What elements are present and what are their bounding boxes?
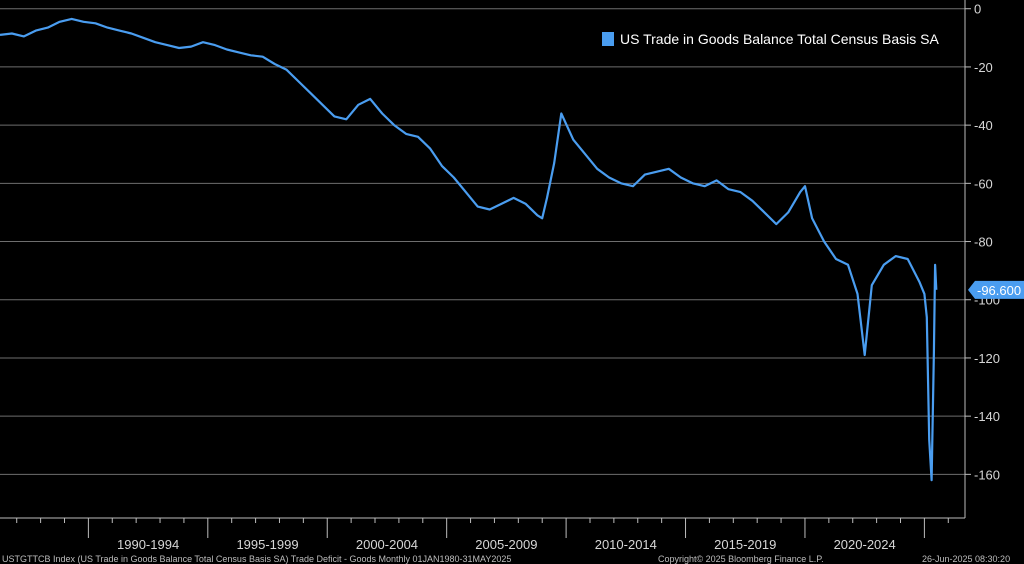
x-period-label: 2005-2009 — [475, 537, 537, 552]
y-tick-label: -140 — [974, 409, 1000, 424]
gridlines — [0, 8, 965, 475]
footer-timestamp: 26-Jun-2025 08:30:20 — [922, 554, 1010, 564]
x-period-label: 1995-1999 — [236, 537, 298, 552]
last-value-label: -96.600 — [968, 280, 1024, 299]
y-tick-label: -40 — [974, 118, 993, 133]
y-tick-label: -80 — [974, 235, 993, 250]
x-period-label: 2000-2004 — [356, 537, 418, 552]
x-axis: 1990-1994 1995-1999 2000-2004 2005-2009 2010… — [0, 517, 965, 552]
x-period-label: 2010-2014 — [595, 537, 657, 552]
x-period-label: 1990-1994 — [117, 537, 179, 552]
x-period-label: 2020-2024 — [834, 537, 896, 552]
legend-swatch — [602, 32, 614, 46]
y-tick-label: -60 — [974, 176, 993, 191]
y-tick-label: -20 — [974, 60, 993, 75]
last-value-label-text: -96.600 — [977, 283, 1021, 298]
footer-copyright: Copyright© 2025 Bloomberg Finance L.P. — [658, 554, 824, 564]
legend: US Trade in Goods Balance Total Census B… — [592, 25, 958, 53]
y-axis: 0-20-40-60-80-100-120-140-160 — [964, 0, 1000, 518]
last-value-label-bg — [968, 280, 1024, 299]
y-tick-label: -160 — [974, 467, 1000, 482]
footer-source: USTGTTCB Index (US Trade in Goods Balanc… — [2, 554, 511, 564]
series-line — [0, 17, 938, 482]
footer: USTGTTCB Index (US Trade in Goods Balanc… — [2, 554, 1010, 564]
x-period-label: 2015-2019 — [714, 537, 776, 552]
y-tick-label: 0 — [974, 2, 981, 17]
legend-label: US Trade in Goods Balance Total Census B… — [620, 31, 939, 47]
y-tick-label: -120 — [974, 351, 1000, 366]
legend-box — [592, 25, 958, 53]
